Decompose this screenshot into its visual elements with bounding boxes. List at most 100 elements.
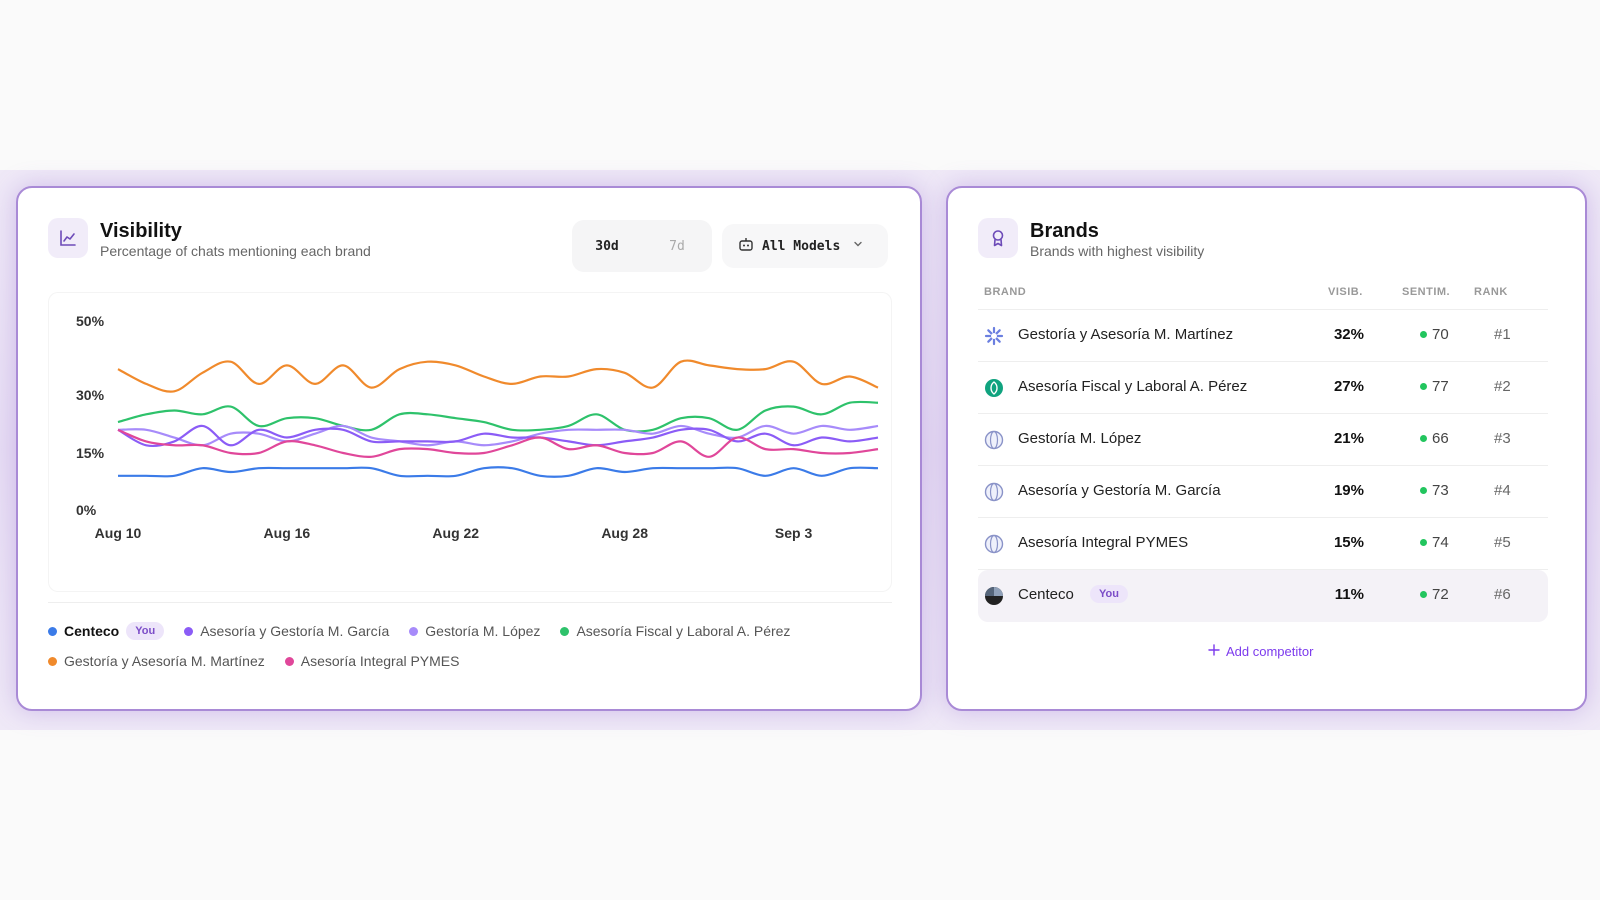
line-chart-icon (48, 218, 88, 258)
legend-item-martinez[interactable]: Gestoría y Asesoría M. Martínez (48, 653, 265, 669)
plus-icon (1208, 644, 1220, 659)
rank-column-header: RANK (1474, 286, 1508, 298)
add-competitor-button[interactable]: Add competitor (1208, 644, 1313, 659)
range-toggle: 30d 7d (572, 220, 712, 272)
brands-subtitle: Brands with highest visibility (1030, 243, 1205, 259)
legend-dot (48, 626, 57, 636)
models-dropdown[interactable]: All Models (722, 224, 888, 268)
legend-label: Asesoría Fiscal y Laboral A. Pérez (576, 623, 791, 639)
legend-label: Asesoría Integral PYMES (300, 653, 460, 669)
award-icon (978, 218, 1018, 258)
sentim-column-header: SENTIM. (1402, 286, 1451, 298)
visib-column-header: VISIB. (1328, 286, 1363, 298)
rank-value: #4 (1494, 482, 1511, 499)
x-tick-label: Aug 10 (95, 525, 142, 541)
y-tick-label: 15% (76, 445, 105, 461)
range-30d-button[interactable]: 30d (595, 238, 619, 254)
visibility-value: 11% (1334, 586, 1364, 603)
table-row[interactable]: Gestoría y Asesoría M. Martínez 32% 70 #… (978, 310, 1548, 362)
chart-legend: Centeco You Asesoría y Gestoría M. Garcí… (48, 616, 892, 676)
pie-logo-icon (984, 586, 1004, 606)
brands-card: Brands Brands with highest visibility BR… (946, 186, 1587, 711)
legend-item-perez[interactable]: Asesoría Fiscal y Laboral A. Pérez (560, 623, 790, 639)
sentiment-number: 73 (1432, 482, 1449, 499)
table-row[interactable]: Asesoría y Gestoría M. García 19% 73 #4 (978, 466, 1548, 518)
legend-dot (184, 626, 194, 636)
visibility-value: 32% (1333, 326, 1364, 343)
range-7d-button[interactable]: 7d (669, 238, 685, 254)
brands-table-header: BRAND VISIB. SENTIM. RANK (978, 280, 1548, 310)
x-tick-label: Aug 22 (432, 525, 479, 541)
x-tick-label: Aug 16 (264, 525, 311, 541)
openai-icon (984, 378, 1004, 398)
sentiment-value: 70 (1420, 326, 1449, 343)
visibility-card: Visibility Percentage of chats mentionin… (16, 186, 922, 711)
sentiment-dot (1420, 331, 1427, 338)
series-line-1 (117, 424, 879, 448)
add-competitor-label: Add competitor (1226, 644, 1314, 659)
globe-icon (984, 534, 1004, 554)
y-tick-label: 0% (76, 502, 97, 518)
divider (48, 602, 892, 603)
sentiment-number: 74 (1432, 534, 1449, 551)
sentiment-number: 72 (1432, 586, 1449, 603)
sentiment-dot (1420, 539, 1427, 546)
brand-name: Gestoría M. López (1018, 430, 1142, 447)
chart-svg: 0% 15% 30% 50% Aug 10 Aug 16 Aug 22 Aug 28 Sep 3 (76, 313, 879, 541)
sentiment-value: 77 (1420, 378, 1449, 395)
legend-item-garcia[interactable]: Asesoría y Gestoría M. García (184, 623, 389, 639)
sentiment-dot (1420, 591, 1427, 598)
legend-label: Asesoría y Gestoría M. García (200, 623, 390, 639)
brand-name: Asesoría Fiscal y Laboral A. Pérez (1018, 378, 1248, 395)
visibility-value: 21% (1333, 430, 1364, 447)
sentiment-value: 73 (1420, 482, 1449, 499)
globe-icon (984, 430, 1004, 450)
series-line-2 (117, 424, 879, 447)
table-row[interactable]: Gestoría M. López 21% 66 #3 (978, 414, 1548, 466)
you-badge: You (1090, 585, 1128, 603)
table-row-you[interactable]: Centeco You 11% 72 #6 (978, 570, 1548, 622)
sentiment-number: 77 (1432, 378, 1449, 395)
legend-dot (409, 626, 419, 636)
legend-item-lopez[interactable]: Gestoría M. López (409, 623, 540, 639)
legend-dot (284, 656, 294, 666)
star-burst-icon (984, 326, 1004, 346)
legend-dot (48, 656, 57, 666)
sentiment-number: 66 (1432, 430, 1449, 447)
sentiment-value: 66 (1420, 430, 1449, 447)
sentiment-value: 74 (1420, 534, 1449, 551)
sentiment-number: 70 (1432, 326, 1449, 343)
x-tick-label: Aug 28 (601, 525, 648, 541)
series-line-4 (117, 359, 879, 393)
y-tick-label: 50% (76, 313, 105, 329)
visibility-value: 15% (1333, 534, 1364, 551)
visibility-value: 19% (1333, 482, 1364, 499)
robot-icon (738, 236, 754, 257)
visibility-chart: 0% 15% 30% 50% Aug 10 Aug 16 Aug 22 Aug 28 Sep 3 (48, 292, 892, 592)
brands-title: Brands (1030, 220, 1099, 242)
legend-item-centeco[interactable]: Centeco You (48, 622, 165, 640)
visibility-title: Visibility (100, 220, 182, 242)
legend-label: Gestoría y Asesoría M. Martínez (64, 653, 265, 669)
brand-name: Asesoría Integral PYMES (1018, 534, 1189, 551)
x-tick-label: Sep 3 (775, 525, 813, 541)
rank-value: #6 (1494, 586, 1511, 603)
y-tick-label: 30% (76, 387, 105, 403)
legend-item-pymes[interactable]: Asesoría Integral PYMES (284, 653, 460, 669)
rank-value: #5 (1494, 534, 1511, 551)
rank-value: #3 (1494, 430, 1511, 447)
series-line-3 (117, 400, 879, 433)
legend-label: Gestoría M. López (425, 623, 541, 639)
legend-label: Centeco (64, 623, 120, 639)
sentiment-dot (1420, 487, 1427, 494)
brand-name: Gestoría y Asesoría M. Martínez (1018, 326, 1234, 343)
sentiment-dot (1420, 383, 1427, 390)
chevron-down-icon (852, 237, 864, 255)
table-row[interactable]: Asesoría Integral PYMES 15% 74 #5 (978, 518, 1548, 570)
rank-value: #2 (1494, 378, 1511, 395)
sentiment-value: 72 (1420, 586, 1449, 603)
visibility-value: 27% (1333, 378, 1364, 395)
visibility-subtitle: Percentage of chats mentioning each bran… (100, 243, 371, 259)
legend-dot (560, 626, 570, 636)
table-row[interactable]: Asesoría Fiscal y Laboral A. Pérez 27% 7… (978, 362, 1548, 414)
